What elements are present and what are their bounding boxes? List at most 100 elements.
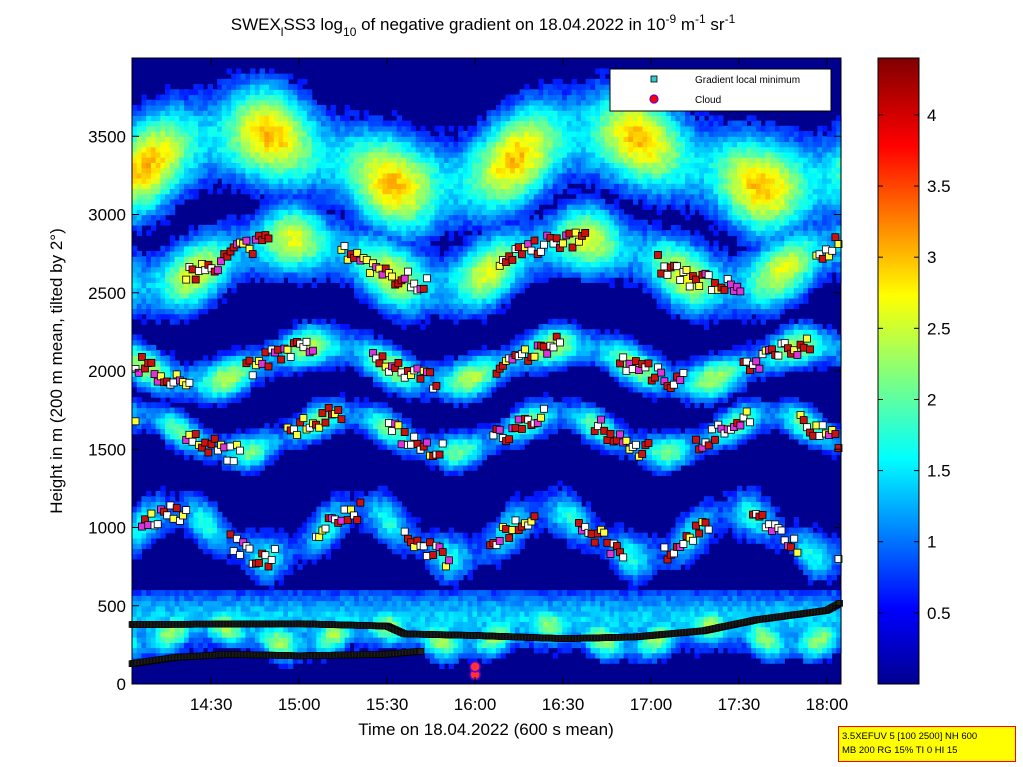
heatmap-cell xyxy=(207,402,213,409)
heatmap-cell xyxy=(382,642,388,649)
heatmap-cell xyxy=(212,459,218,466)
heatmap-cell xyxy=(443,438,450,445)
heatmap-cell xyxy=(132,136,138,143)
heatmap-cell xyxy=(311,214,317,221)
heatmap-cell xyxy=(165,151,171,158)
heatmap-cell xyxy=(193,94,199,101)
heatmap-cell xyxy=(254,548,261,555)
heatmap-cell xyxy=(146,417,152,424)
heatmap-cell xyxy=(344,642,351,649)
heatmap-cell xyxy=(321,261,327,268)
heatmap-cell xyxy=(254,136,261,143)
heatmap-cell xyxy=(136,287,143,294)
heatmap-cell xyxy=(254,183,261,190)
heatmap-cell xyxy=(169,240,176,247)
heatmap-cell xyxy=(325,428,332,435)
heatmap-cell xyxy=(193,595,199,602)
heatmap-cell xyxy=(273,647,280,654)
heatmap-cell xyxy=(302,214,308,221)
heatmap-cell xyxy=(245,94,251,101)
heatmap-cell xyxy=(391,261,398,268)
heatmap-cell xyxy=(429,209,436,216)
heatmap-cell xyxy=(306,271,313,278)
heatmap-cell xyxy=(254,209,261,216)
heatmap-cell xyxy=(259,365,265,372)
heatmap-cell xyxy=(330,402,336,409)
heatmap-cell xyxy=(349,193,355,200)
heatmap-cell xyxy=(245,188,251,195)
heatmap-cell xyxy=(358,120,365,127)
heatmap-cell xyxy=(287,224,294,231)
heatmap-cell xyxy=(174,610,180,617)
heatmap-cell xyxy=(391,433,398,440)
heatmap-cell xyxy=(363,360,369,367)
heatmap-cell xyxy=(443,637,450,643)
heatmap-cell xyxy=(287,204,294,210)
heatmap-cell xyxy=(382,428,388,435)
heatmap-cell xyxy=(377,240,384,247)
heatmap-cell xyxy=(150,287,157,294)
heatmap-cell xyxy=(396,172,403,179)
heatmap-cell xyxy=(235,454,242,461)
heatmap-cell xyxy=(401,214,407,221)
heatmap-cell xyxy=(311,553,317,560)
heatmap-cell xyxy=(212,230,218,236)
heatmap-cell xyxy=(387,444,393,450)
heatmap-cell xyxy=(425,397,431,403)
heatmap-cell xyxy=(425,141,431,148)
heatmap-cell xyxy=(368,371,374,377)
heatmap-cell xyxy=(363,245,369,252)
heatmap-cell xyxy=(160,120,166,127)
heatmap-cell xyxy=(306,162,313,169)
heatmap-cell xyxy=(387,240,393,247)
heatmap-cell xyxy=(226,637,232,643)
heatmap-cell xyxy=(287,558,294,565)
heatmap-cell xyxy=(283,355,289,362)
heatmap-cell xyxy=(335,595,341,602)
heatmap-cell xyxy=(235,605,242,612)
heatmap-cell xyxy=(254,115,261,122)
heatmap-cell xyxy=(321,511,327,518)
heatmap-cell xyxy=(354,245,360,252)
heatmap-cell xyxy=(439,266,445,273)
heatmap-cell xyxy=(217,271,223,278)
heatmap-cell xyxy=(335,637,341,643)
heatmap-cell xyxy=(193,501,199,508)
heatmap-cell xyxy=(349,355,355,362)
heatmap-cell xyxy=(311,125,317,132)
heatmap-cell xyxy=(155,162,161,169)
heatmap-cell xyxy=(174,251,180,257)
heatmap-cell xyxy=(150,417,157,424)
heatmap-cell xyxy=(188,522,195,529)
heatmap-cell xyxy=(193,162,199,169)
heatmap-cell xyxy=(391,621,398,628)
heatmap-cell xyxy=(150,423,157,429)
heatmap-cell xyxy=(240,110,247,116)
heatmap-cell xyxy=(278,235,284,242)
heatmap-cell xyxy=(302,204,308,210)
heatmap-cell xyxy=(434,162,440,169)
heatmap-cell xyxy=(325,329,332,336)
heatmap-cell xyxy=(443,532,450,539)
heatmap-cell xyxy=(401,318,407,325)
heatmap-cell xyxy=(231,214,237,221)
heatmap-cell xyxy=(335,261,341,268)
heatmap-cell xyxy=(410,605,417,612)
heatmap-cell xyxy=(136,553,143,560)
heatmap-cell xyxy=(349,637,355,643)
heatmap-cell xyxy=(273,224,280,231)
heatmap-cell xyxy=(321,235,327,242)
heatmap-cell xyxy=(207,454,213,461)
heatmap-cell xyxy=(240,271,247,278)
heatmap-cell xyxy=(240,84,247,90)
heatmap-cell xyxy=(269,532,275,539)
heatmap-cell xyxy=(283,334,289,341)
heatmap-cell xyxy=(212,94,218,101)
heatmap-cell xyxy=(382,532,388,539)
heatmap-cell xyxy=(217,371,223,377)
heatmap-cell xyxy=(132,610,138,617)
heatmap-cell xyxy=(434,204,440,210)
heatmap-cell xyxy=(363,417,369,424)
heatmap-cell xyxy=(391,501,398,508)
heatmap-cell xyxy=(155,209,161,216)
